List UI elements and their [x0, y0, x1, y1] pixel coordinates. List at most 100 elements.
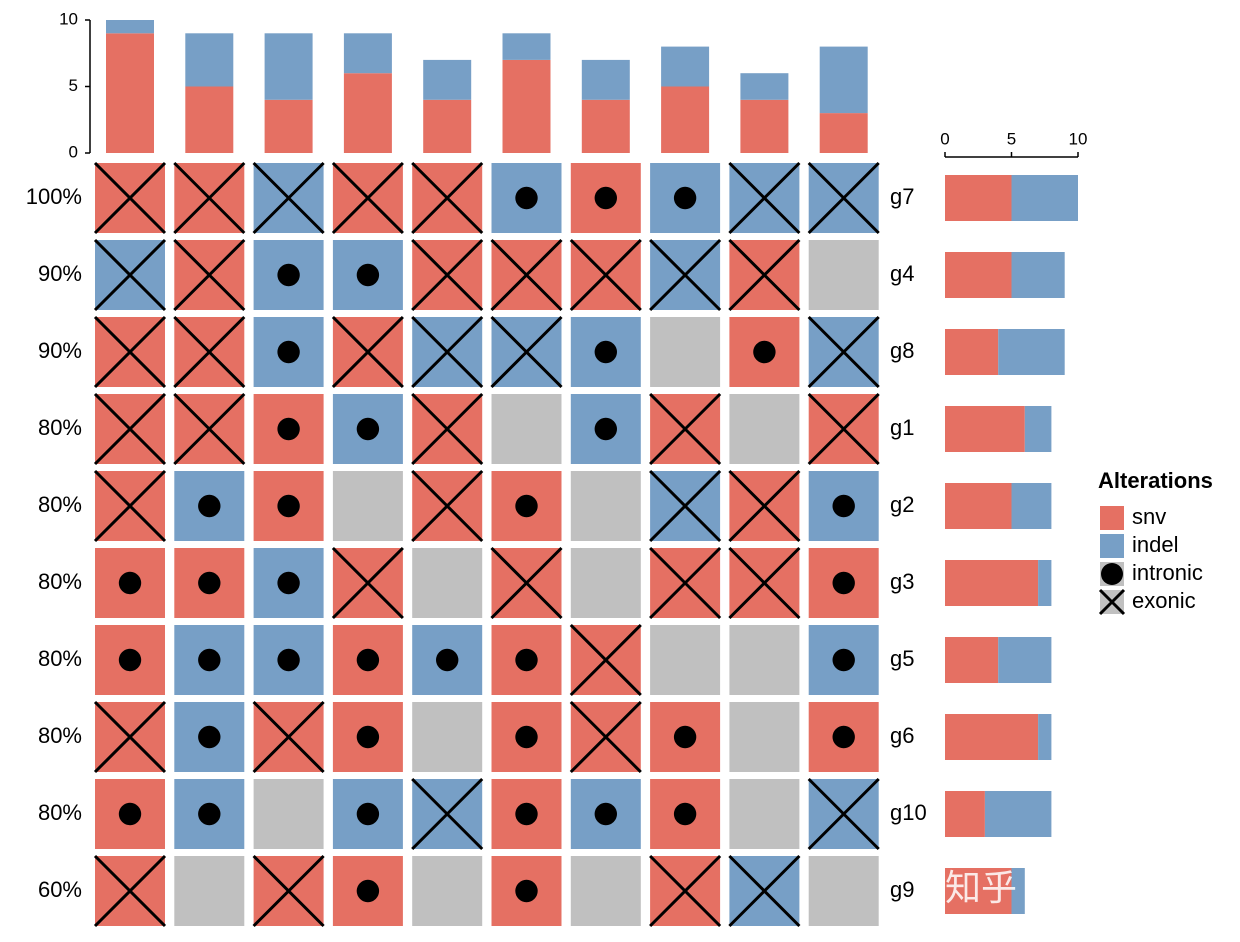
legend-swatch — [1100, 506, 1124, 530]
exonic-cross — [93, 854, 167, 928]
row-bar — [945, 868, 1012, 914]
intronic-dot — [515, 725, 538, 749]
intronic-dot — [356, 648, 380, 672]
intronic-dot — [832, 494, 855, 518]
row-bar — [945, 483, 1012, 529]
gene-label: g3 — [890, 569, 914, 594]
intronic-dot — [277, 340, 300, 364]
column-bar — [581, 59, 630, 100]
cell — [253, 779, 324, 849]
exonic-cross — [411, 777, 484, 851]
cell — [808, 240, 879, 310]
intronic-dot — [753, 340, 776, 364]
exonic-cross — [331, 315, 404, 389]
gene-label: g2 — [890, 492, 914, 517]
intronic-dot — [594, 186, 617, 210]
legend-title: Alterations — [1098, 468, 1213, 493]
cell — [491, 394, 562, 464]
row-bar — [1038, 560, 1052, 606]
legend-label: intronic — [1132, 560, 1203, 585]
row-bar — [1011, 252, 1065, 298]
column-bar — [661, 46, 710, 87]
cell — [808, 856, 879, 926]
row-bar — [945, 406, 1025, 452]
exonic-cross — [649, 854, 722, 928]
percent-label: 80% — [38, 800, 82, 825]
gene-label: g10 — [890, 800, 927, 825]
intronic-dot — [673, 186, 697, 210]
cell — [174, 856, 245, 926]
legend-symbol — [1098, 588, 1126, 616]
exonic-cross — [173, 161, 246, 235]
y-tick-label: 10 — [59, 9, 78, 28]
exonic-cross — [490, 546, 563, 620]
cell — [570, 548, 641, 618]
column-bar — [423, 59, 472, 100]
exonic-cross — [649, 392, 722, 466]
percent-label: 80% — [38, 569, 82, 594]
row-bar — [998, 329, 1065, 375]
cell — [570, 471, 641, 541]
percent-label: 90% — [38, 261, 82, 286]
intronic-dot — [118, 571, 142, 595]
exonic-cross — [569, 623, 642, 697]
gene-label: g1 — [890, 415, 914, 440]
row-bar — [1011, 175, 1078, 221]
gene-label: g6 — [890, 723, 914, 748]
row-bar — [945, 329, 999, 375]
intronic-dot — [277, 494, 300, 518]
row-bar — [998, 637, 1052, 683]
row-bar — [945, 560, 1039, 606]
percent-label: 80% — [38, 492, 82, 517]
row-bar — [1038, 714, 1052, 760]
cell — [570, 856, 641, 926]
x-tick-label: 5 — [1007, 129, 1016, 148]
row-bar — [1011, 868, 1025, 914]
legend-label: snv — [1132, 504, 1166, 529]
exonic-cross — [93, 700, 167, 774]
row-bar — [945, 175, 1012, 221]
x-tick-label: 0 — [940, 129, 949, 148]
exonic-cross — [93, 238, 167, 312]
y-tick-label: 5 — [69, 76, 78, 95]
row-bar — [984, 791, 1052, 837]
intronic-dot — [436, 648, 459, 672]
cell — [412, 702, 483, 772]
intronic-dot — [356, 417, 380, 441]
legend-label: exonic — [1132, 588, 1196, 613]
exonic-cross — [649, 546, 722, 620]
exonic-cross — [807, 392, 880, 466]
legend-swatch — [1100, 534, 1124, 558]
intronic-dot — [832, 648, 855, 672]
cell — [650, 317, 721, 387]
exonic-cross — [649, 469, 722, 543]
exonic-cross — [252, 700, 325, 774]
cell — [729, 394, 800, 464]
column-bar — [185, 33, 234, 87]
exonic-cross — [490, 238, 563, 312]
exonic-cross — [807, 315, 880, 389]
intronic-dot — [356, 879, 380, 903]
gene-label: g7 — [890, 184, 914, 209]
column-bar — [343, 33, 392, 74]
intronic-dot — [673, 802, 697, 826]
percent-label: 60% — [38, 877, 82, 902]
intronic-dot — [277, 417, 300, 441]
exonic-cross — [93, 161, 167, 235]
exonic-cross — [490, 315, 563, 389]
cell — [412, 548, 483, 618]
column-bar — [264, 99, 313, 153]
gene-label: g4 — [890, 261, 914, 286]
column-bar — [343, 73, 392, 153]
column-bar — [502, 33, 551, 60]
gene-label: g5 — [890, 646, 914, 671]
percent-label: 100% — [26, 184, 82, 209]
column-bar — [819, 113, 868, 153]
exonic-cross — [728, 161, 801, 235]
cell — [729, 779, 800, 849]
intronic-dot — [198, 571, 221, 595]
intronic-dot — [515, 802, 538, 826]
percent-label: 80% — [38, 415, 82, 440]
intronic-dot — [277, 263, 300, 287]
intronic-dot — [118, 802, 142, 826]
